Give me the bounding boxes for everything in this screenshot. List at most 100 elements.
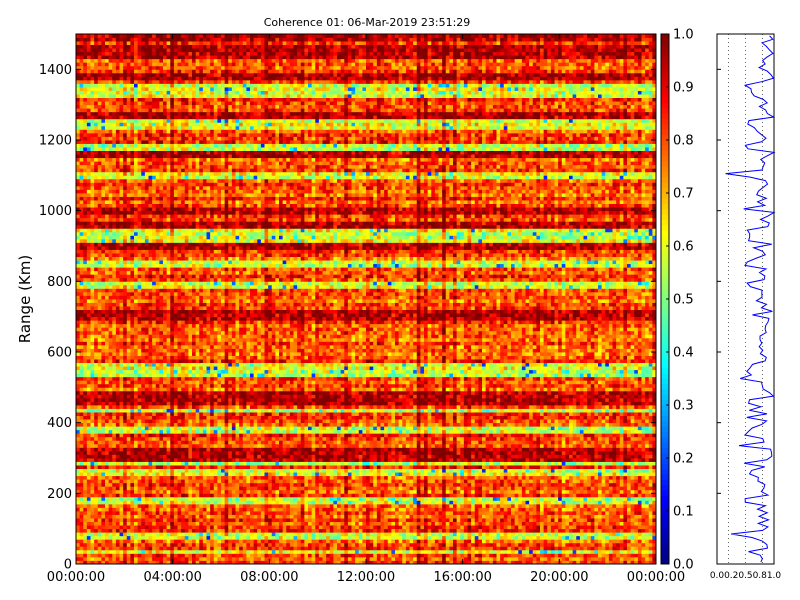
heatmap-cell <box>196 539 200 543</box>
heatmap-cell <box>228 543 232 547</box>
heatmap-cell <box>188 539 192 543</box>
heatmap-cell <box>304 532 308 536</box>
heatmap-cell <box>228 529 232 533</box>
heatmap-cell <box>167 536 171 540</box>
heatmap-cell <box>406 543 410 547</box>
heatmap-cell <box>609 532 613 536</box>
heatmap-cell <box>391 532 395 536</box>
heatmap-cell <box>594 553 598 557</box>
heatmap-cell <box>275 546 279 550</box>
heatmap-cell <box>217 553 221 557</box>
heatmap-cell <box>98 536 102 540</box>
heatmap-cell <box>446 550 450 554</box>
heatmap-cell <box>558 536 562 540</box>
heatmap-cell <box>225 543 229 547</box>
heatmap-cell <box>613 529 617 533</box>
heatmap-cell <box>261 532 265 536</box>
heatmap-cell <box>101 546 105 550</box>
heatmap-cell <box>515 539 519 543</box>
heatmap-cell <box>76 532 80 536</box>
heatmap-cell <box>232 546 236 550</box>
heatmap-cell <box>362 543 366 547</box>
heatmap-cell <box>413 546 417 550</box>
heatmap-cell <box>507 525 511 529</box>
heatmap-cell <box>580 529 584 533</box>
heatmap-cell <box>196 543 200 547</box>
heatmap-cell <box>573 543 577 547</box>
heatmap-cell <box>645 546 649 550</box>
heatmap-cell <box>330 550 334 554</box>
heatmap-cell <box>562 553 566 557</box>
heatmap-cell <box>507 532 511 536</box>
heatmap-cell <box>493 536 497 540</box>
heatmap-cell <box>199 553 203 557</box>
heatmap-cell <box>584 543 588 547</box>
heatmap-cell <box>254 529 258 533</box>
heatmap-cell <box>439 522 443 526</box>
heatmap-cell <box>631 546 635 550</box>
heatmap-cell <box>352 525 356 529</box>
heatmap-cell <box>381 529 385 533</box>
heatmap-cell <box>217 529 221 533</box>
heatmap-cell <box>286 536 290 540</box>
heatmap-cell <box>87 522 91 526</box>
heatmap-cell <box>214 529 218 533</box>
heatmap-cell <box>605 529 609 533</box>
heatmap-cell <box>337 525 341 529</box>
heatmap-cell <box>631 522 635 526</box>
heatmap-cell <box>254 532 258 536</box>
heatmap-cell <box>598 522 602 526</box>
heatmap-cell <box>381 536 385 540</box>
heatmap-cell <box>642 546 646 550</box>
heatmap-cell <box>511 557 515 561</box>
heatmap-cell <box>569 543 573 547</box>
heatmap-cell <box>156 532 160 536</box>
heatmap-cell <box>326 539 330 543</box>
heatmap-cell <box>109 529 113 533</box>
heatmap-cell <box>265 546 269 550</box>
heatmap-cell <box>330 539 334 543</box>
heatmap-cell <box>453 529 457 533</box>
heatmap-cell <box>497 536 501 540</box>
heatmap-cell <box>163 543 167 547</box>
heatmap-cell <box>460 546 464 550</box>
heatmap-cell <box>410 522 414 526</box>
heatmap-cell <box>540 525 544 529</box>
heatmap-cell <box>98 550 102 554</box>
heatmap-cell <box>145 539 149 543</box>
heatmap-cell <box>192 557 196 561</box>
heatmap-cell <box>130 532 134 536</box>
heatmap-cell <box>152 553 156 557</box>
heatmap-cell <box>533 529 537 533</box>
heatmap-cell <box>330 525 334 529</box>
heatmap-cell <box>475 532 479 536</box>
heatmap-cell <box>297 536 301 540</box>
heatmap-cell <box>286 539 290 543</box>
heatmap-cell <box>406 550 410 554</box>
heatmap-cell <box>457 557 461 561</box>
heatmap-cell <box>94 515 98 519</box>
heatmap-cell <box>181 522 185 526</box>
heatmap-cell <box>439 525 443 529</box>
heatmap-cell <box>297 546 301 550</box>
heatmap-cell <box>138 550 142 554</box>
heatmap-cell <box>573 546 577 550</box>
heatmap-cell <box>159 550 163 554</box>
heatmap-cell <box>373 546 377 550</box>
heatmap-cell <box>634 553 638 557</box>
heatmap-cell <box>319 553 323 557</box>
heatmap-cell <box>536 553 540 557</box>
heatmap-cell <box>116 539 120 543</box>
heatmap-cell <box>638 536 642 540</box>
heatmap-cell <box>359 525 363 529</box>
heatmap-cell <box>587 525 591 529</box>
heatmap-cell <box>83 518 87 522</box>
heatmap-cell <box>623 557 627 561</box>
heatmap-cell <box>319 550 323 554</box>
heatmap-cell <box>170 525 174 529</box>
heatmap-cell <box>80 532 84 536</box>
heatmap-cell <box>620 518 624 522</box>
heatmap-cell <box>478 518 482 522</box>
heatmap-cell <box>76 525 80 529</box>
heatmap-cell <box>185 557 189 561</box>
